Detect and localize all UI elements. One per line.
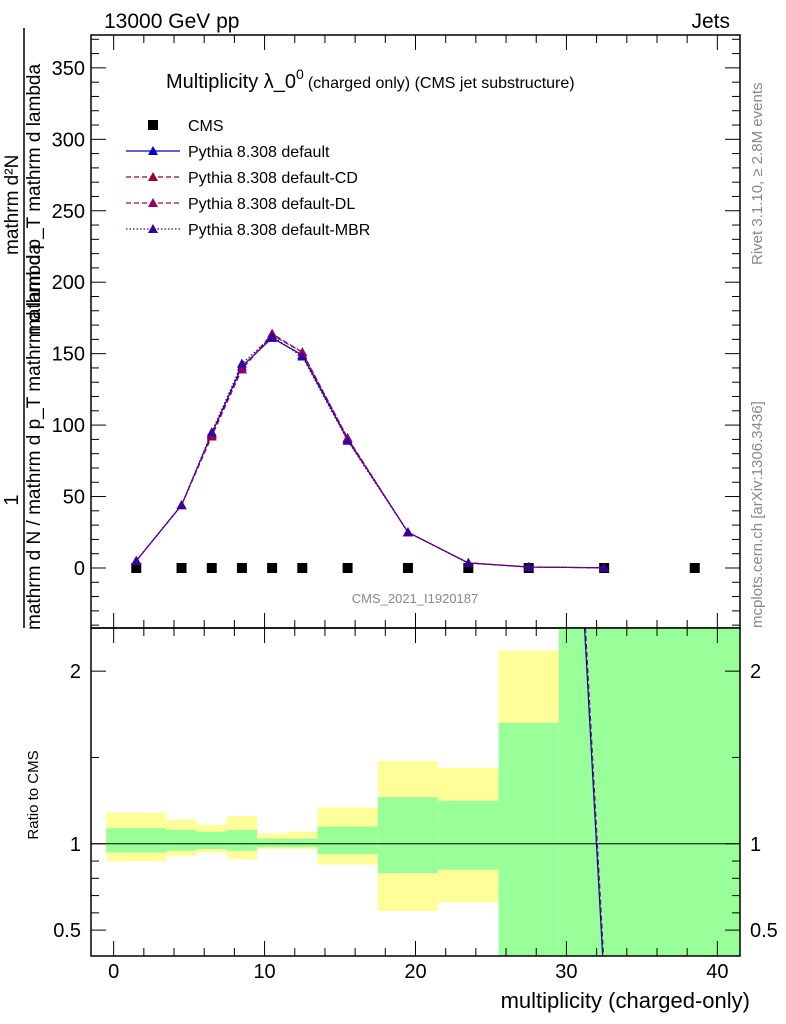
ratio-frame bbox=[90, 627, 741, 957]
series-marker-4 bbox=[297, 351, 308, 361]
ylabel-numerator-one: 1 bbox=[1, 494, 23, 505]
header-left-label: 13000 GeV pp bbox=[104, 10, 239, 33]
ratio-xtick-label: 30 bbox=[555, 961, 577, 983]
chart-title-main: Multiplicity λ_0 bbox=[166, 71, 296, 93]
series-marker-4 bbox=[236, 358, 247, 368]
legend-label-3: Pythia 8.308 default-DL bbox=[188, 196, 355, 213]
cms-data-point bbox=[236, 562, 247, 573]
ratio-band-inner bbox=[106, 828, 167, 853]
cms-data-point bbox=[297, 562, 308, 573]
ratio-xtick-label: 10 bbox=[253, 961, 275, 983]
main-ytick-label: 150 bbox=[52, 344, 85, 366]
series-line-3 bbox=[135, 334, 605, 569]
ylabel-top: mathrm d²N bbox=[2, 155, 23, 255]
ratio-bands bbox=[106, 628, 740, 956]
ratio-ytick-label-left: 2 bbox=[70, 661, 81, 683]
ratio-band-inner bbox=[166, 829, 197, 851]
series-marker-4 bbox=[206, 427, 217, 437]
main-ytick-label: 200 bbox=[52, 272, 85, 294]
ratio-xtick-label: 0 bbox=[108, 961, 119, 983]
ratio-ytick-label-right: 0.5 bbox=[750, 920, 778, 942]
ratio-line-default bbox=[583, 627, 604, 957]
main-ytick-label: 100 bbox=[52, 415, 85, 437]
chart-title-superscript: 0 bbox=[296, 66, 304, 82]
series-marker-3 bbox=[236, 364, 247, 374]
ratio-band-inner bbox=[257, 838, 288, 848]
ratio-band-inner bbox=[287, 838, 318, 848]
series-marker-4 bbox=[342, 435, 353, 445]
cms-data-point bbox=[689, 562, 700, 573]
ratio-band-inner bbox=[377, 797, 439, 874]
series-marker-4 bbox=[463, 558, 474, 568]
ratio-ytick-label-right: 2 bbox=[750, 661, 761, 683]
main-ytick-label: 250 bbox=[52, 201, 85, 223]
legend-label-0: CMS bbox=[188, 118, 224, 135]
ratio-ytick-label-left: 0.5 bbox=[53, 920, 81, 942]
ratio-ylabel: Ratio to CMS bbox=[25, 750, 42, 839]
ratio-band-inner bbox=[226, 829, 258, 851]
header-right-label: Jets bbox=[691, 10, 730, 33]
chart-subtitle: (charged only) (CMS jet substructure) bbox=[308, 75, 575, 92]
ratio-xtick-label: 40 bbox=[706, 961, 728, 983]
legend-label-1: Pythia 8.308 default bbox=[188, 144, 330, 161]
main-ytick-label: 300 bbox=[52, 129, 85, 151]
series-marker-4 bbox=[267, 331, 278, 341]
mcplots-label: mcplots.cern.ch [arXiv:1306.3436] bbox=[749, 401, 766, 628]
main-ytick-label: 350 bbox=[52, 58, 85, 80]
ratio-panel: 2 2 1 1 0.5 0.5 0 10 20 30 40 Ratio to CMS multipl… bbox=[25, 627, 778, 1013]
main-ylabel: 1 mathrm d N / mathrm d p_T mathrm d lam… bbox=[1, 28, 45, 630]
ratio-axis-ticks: 2 2 1 1 0.5 0.5 0 10 20 30 40 bbox=[53, 628, 778, 983]
legend-label-2: Pythia 8.308 default-CD bbox=[188, 170, 358, 187]
ratio-ytick-label-right: 1 bbox=[750, 834, 761, 856]
cms-data-point bbox=[342, 562, 353, 573]
series-line-2 bbox=[135, 332, 605, 569]
ratio-band-inner bbox=[558, 628, 740, 956]
rivet-label: Rivet 3.1.10, ≥ 2.8M events bbox=[749, 83, 766, 266]
series-line-4 bbox=[135, 335, 605, 569]
chart-title: Multiplicity λ_00(charged only) (CMS jet… bbox=[166, 66, 575, 93]
legend-marker-2 bbox=[148, 172, 158, 181]
ylabel-denominator: mathrm d N / mathrm d p_T mathrm d lambd… bbox=[24, 243, 45, 630]
ratio-xtick-label: 20 bbox=[404, 961, 426, 983]
ratio-line-cd bbox=[585, 627, 605, 957]
main-axis-ticks: 0 50 100 150 200 250 300 350 bbox=[52, 35, 740, 628]
series-marker-4 bbox=[523, 561, 534, 571]
main-ytick-label: 50 bbox=[63, 487, 85, 509]
cms-data-point bbox=[267, 562, 278, 573]
series-marker-4 bbox=[176, 500, 187, 510]
main-ytick-label: 0 bbox=[74, 558, 85, 580]
series-marker-4 bbox=[131, 555, 142, 565]
ratio-xlabel: multiplicity (charged-only) bbox=[501, 988, 750, 1013]
ratio-ytick-label-left: 1 bbox=[70, 834, 81, 856]
legend-marker-3 bbox=[148, 198, 158, 207]
ratio-band-inner bbox=[196, 831, 227, 849]
legend-label-4: Pythia 8.308 default-MBR bbox=[188, 222, 370, 239]
watermark-label: CMS_2021_I1920187 bbox=[352, 591, 479, 606]
ratio-lines bbox=[583, 627, 605, 957]
cms-data-point bbox=[131, 562, 142, 573]
cms-data-point bbox=[463, 562, 474, 573]
ylabel-bottom: mathrm d p_T mathrm d lambda bbox=[24, 64, 45, 335]
ratio-band-inner bbox=[317, 826, 378, 855]
ratio-band-inner bbox=[438, 800, 499, 870]
legend-marker-cms bbox=[148, 120, 158, 130]
cms-data-point bbox=[402, 562, 413, 573]
legend-marker-1 bbox=[148, 146, 158, 155]
legend: CMS Pythia 8.308 default Pythia 8.308 defa… bbox=[126, 118, 370, 239]
ratio-band-inner bbox=[498, 722, 559, 956]
main-series bbox=[131, 328, 700, 573]
series-line-1 bbox=[135, 337, 605, 569]
cms-data-point bbox=[206, 562, 217, 573]
series-marker-4 bbox=[599, 562, 610, 572]
legend-marker-4 bbox=[148, 224, 158, 233]
cms-data-point bbox=[176, 562, 187, 573]
series-marker-4 bbox=[402, 527, 413, 537]
